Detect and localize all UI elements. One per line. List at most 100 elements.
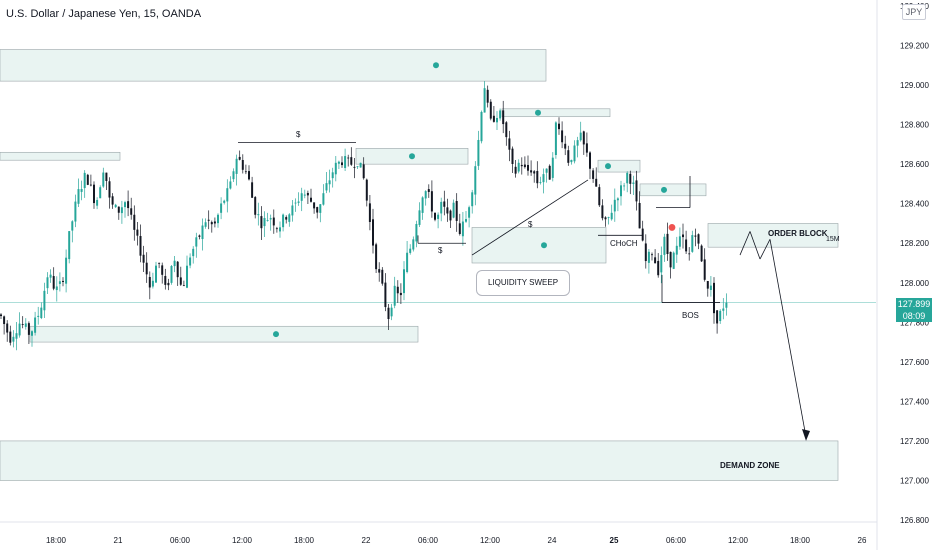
candle-body	[58, 281, 61, 284]
candle-body	[279, 227, 281, 232]
candle-body	[40, 307, 43, 319]
candle-body	[601, 205, 604, 219]
candle-body	[186, 265, 188, 288]
zones	[0, 49, 876, 481]
candle-body	[365, 179, 368, 201]
candle-body	[74, 201, 77, 222]
candle-body	[300, 193, 303, 201]
candle-body	[536, 170, 539, 184]
candle-body	[127, 201, 130, 209]
candle-body	[133, 214, 136, 230]
candle-body	[499, 110, 502, 119]
y-tick-label: 128.600	[900, 160, 929, 169]
candle-body	[37, 315, 40, 317]
x-tick-label: 12:00	[728, 536, 749, 545]
candle-body	[99, 187, 102, 199]
candle-body	[672, 252, 675, 269]
candle-body	[3, 316, 6, 325]
candle-body	[244, 171, 247, 173]
last-price-value: 127.899	[897, 299, 931, 309]
y-axis: 129.400129.200129.000128.800128.600128.4…	[900, 2, 929, 525]
candle-body	[551, 157, 554, 178]
demand-zone-mid	[471, 227, 607, 264]
liquidity-sweep-label: LIQUIDITY SWEEP	[476, 270, 570, 296]
candle-body	[480, 111, 483, 142]
candle-body	[703, 259, 706, 280]
candle-body	[257, 214, 260, 216]
projection-1	[739, 231, 751, 256]
candles	[0, 81, 728, 351]
candle-body	[232, 171, 235, 180]
candle-body	[251, 182, 254, 198]
candle-body	[362, 164, 365, 179]
candle-body	[254, 197, 257, 215]
candle-body	[396, 286, 399, 294]
candle-body	[716, 310, 719, 324]
candle-body	[170, 266, 173, 283]
x-tick-label: 24	[548, 536, 557, 545]
candle-body	[359, 162, 362, 168]
candle-body	[579, 132, 582, 141]
candle-body	[443, 201, 446, 207]
candle-body	[697, 234, 700, 244]
candle-body	[167, 282, 170, 286]
chart-title: U.S. Dollar / Japanese Yen, 15, OANDA	[6, 8, 202, 20]
candle-body	[372, 219, 374, 246]
liquidity-dollar-1: $	[296, 130, 301, 139]
order-block-zone	[707, 223, 839, 248]
candle-body	[406, 252, 409, 273]
x-tick-label: 18:00	[294, 536, 315, 545]
candle-body	[576, 140, 579, 146]
candle-body	[124, 202, 126, 208]
candle-body	[471, 192, 474, 207]
candle-body	[434, 212, 436, 220]
candle-body	[6, 323, 9, 333]
candle-body	[616, 198, 619, 201]
candle-body	[378, 269, 381, 273]
candle-body	[158, 262, 161, 264]
candle-body	[548, 165, 551, 180]
candle-body	[142, 254, 145, 263]
candle-body	[387, 307, 390, 320]
candle-body	[136, 229, 139, 236]
candle-body	[102, 172, 105, 187]
candle-body	[189, 257, 192, 266]
candle-body	[654, 257, 657, 264]
y-tick-label: 128.000	[900, 279, 929, 288]
candle-body	[561, 130, 564, 143]
candle-body	[455, 201, 458, 221]
x-tick-label: 21	[114, 536, 123, 545]
candle-body	[393, 285, 396, 306]
candle-body	[148, 276, 151, 288]
check-icon	[273, 331, 279, 338]
candle-body	[635, 180, 638, 202]
supply-zone-right	[597, 159, 641, 173]
candle-body	[582, 131, 585, 145]
candle-body	[341, 162, 343, 166]
candle-body	[719, 310, 722, 322]
annotation-lines	[238, 142, 810, 441]
candle-body	[517, 162, 520, 172]
candle-body	[263, 218, 266, 227]
candle-body	[18, 323, 21, 336]
candle-body	[421, 197, 424, 213]
candle-body	[390, 307, 393, 317]
candle-body	[685, 239, 688, 252]
candle-body	[623, 185, 626, 187]
candle-body	[567, 150, 570, 163]
check-icon	[661, 186, 667, 193]
candle-body	[449, 210, 452, 221]
candle-body	[545, 168, 548, 173]
projection-3	[759, 239, 771, 260]
currency-badge[interactable]: JPY	[902, 4, 926, 20]
candle-body	[589, 152, 591, 169]
supply-zone-small	[639, 183, 707, 197]
reject-icon	[668, 224, 676, 231]
faded-zone-left	[0, 151, 121, 161]
candle-body	[83, 172, 86, 189]
candle-body	[173, 260, 176, 267]
candle-body	[213, 221, 216, 224]
candle-body	[424, 191, 427, 199]
candle-body	[657, 260, 660, 276]
candle-body	[415, 223, 418, 242]
